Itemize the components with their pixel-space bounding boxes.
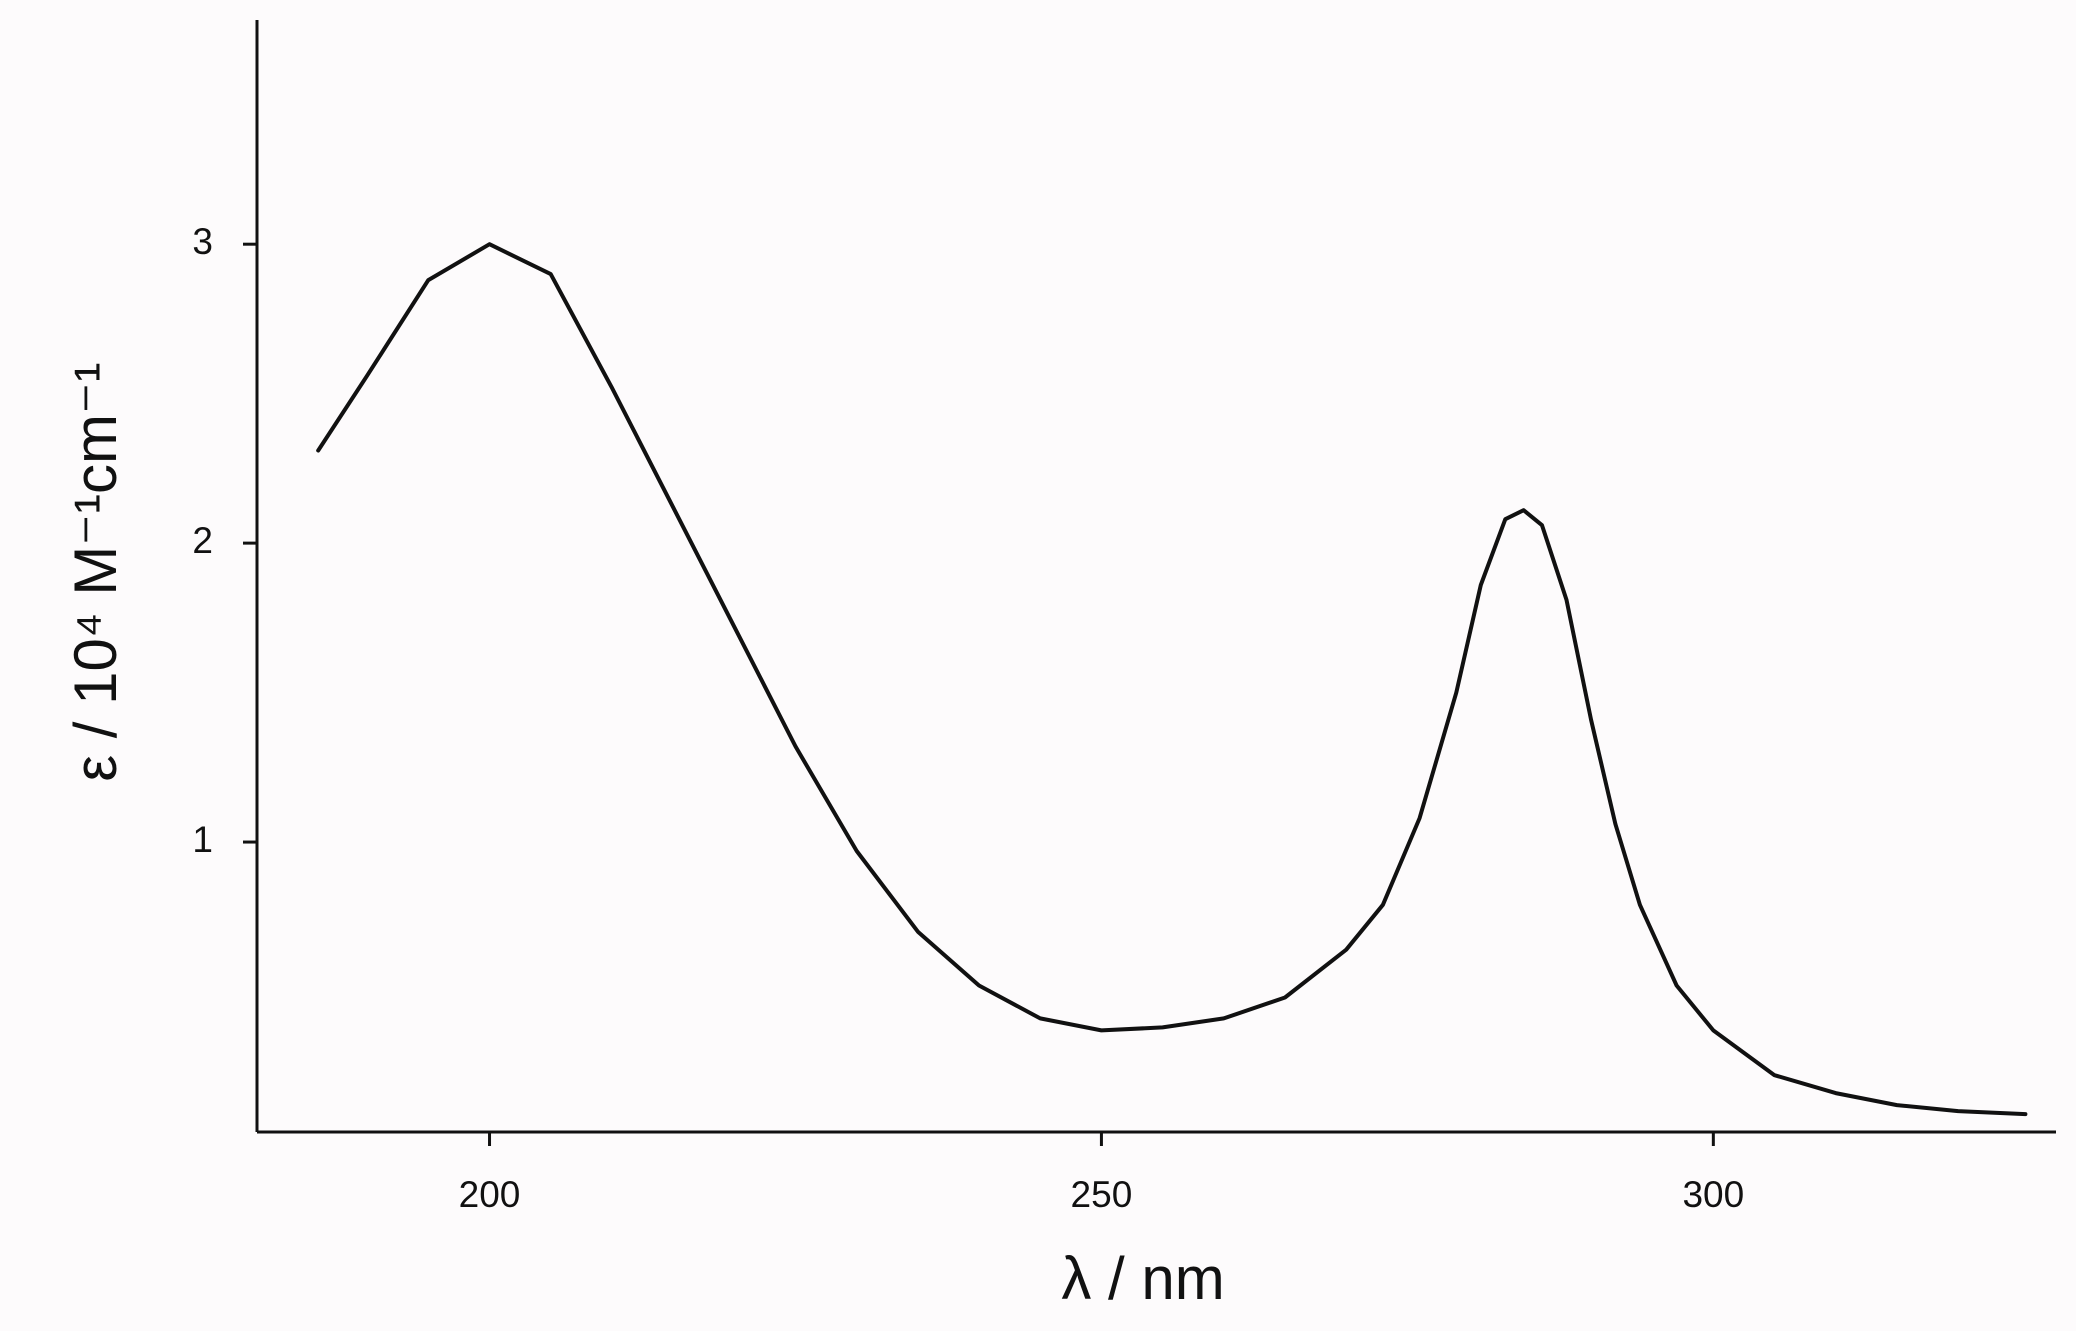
y-axis-label: ε / 10⁴ M⁻¹cm⁻¹ [62, 362, 129, 781]
x-tick-label: 300 [1682, 1174, 1744, 1215]
spectrum-line [316, 242, 2028, 1117]
x-tick-label: 200 [459, 1174, 521, 1215]
y-tick-label: 2 [192, 520, 213, 561]
x-axis-label: λ / nm [1061, 1245, 1224, 1312]
y-tick-label: 1 [192, 819, 213, 860]
x-tick-label: 250 [1071, 1174, 1133, 1215]
y-tick-label: 3 [192, 221, 213, 262]
